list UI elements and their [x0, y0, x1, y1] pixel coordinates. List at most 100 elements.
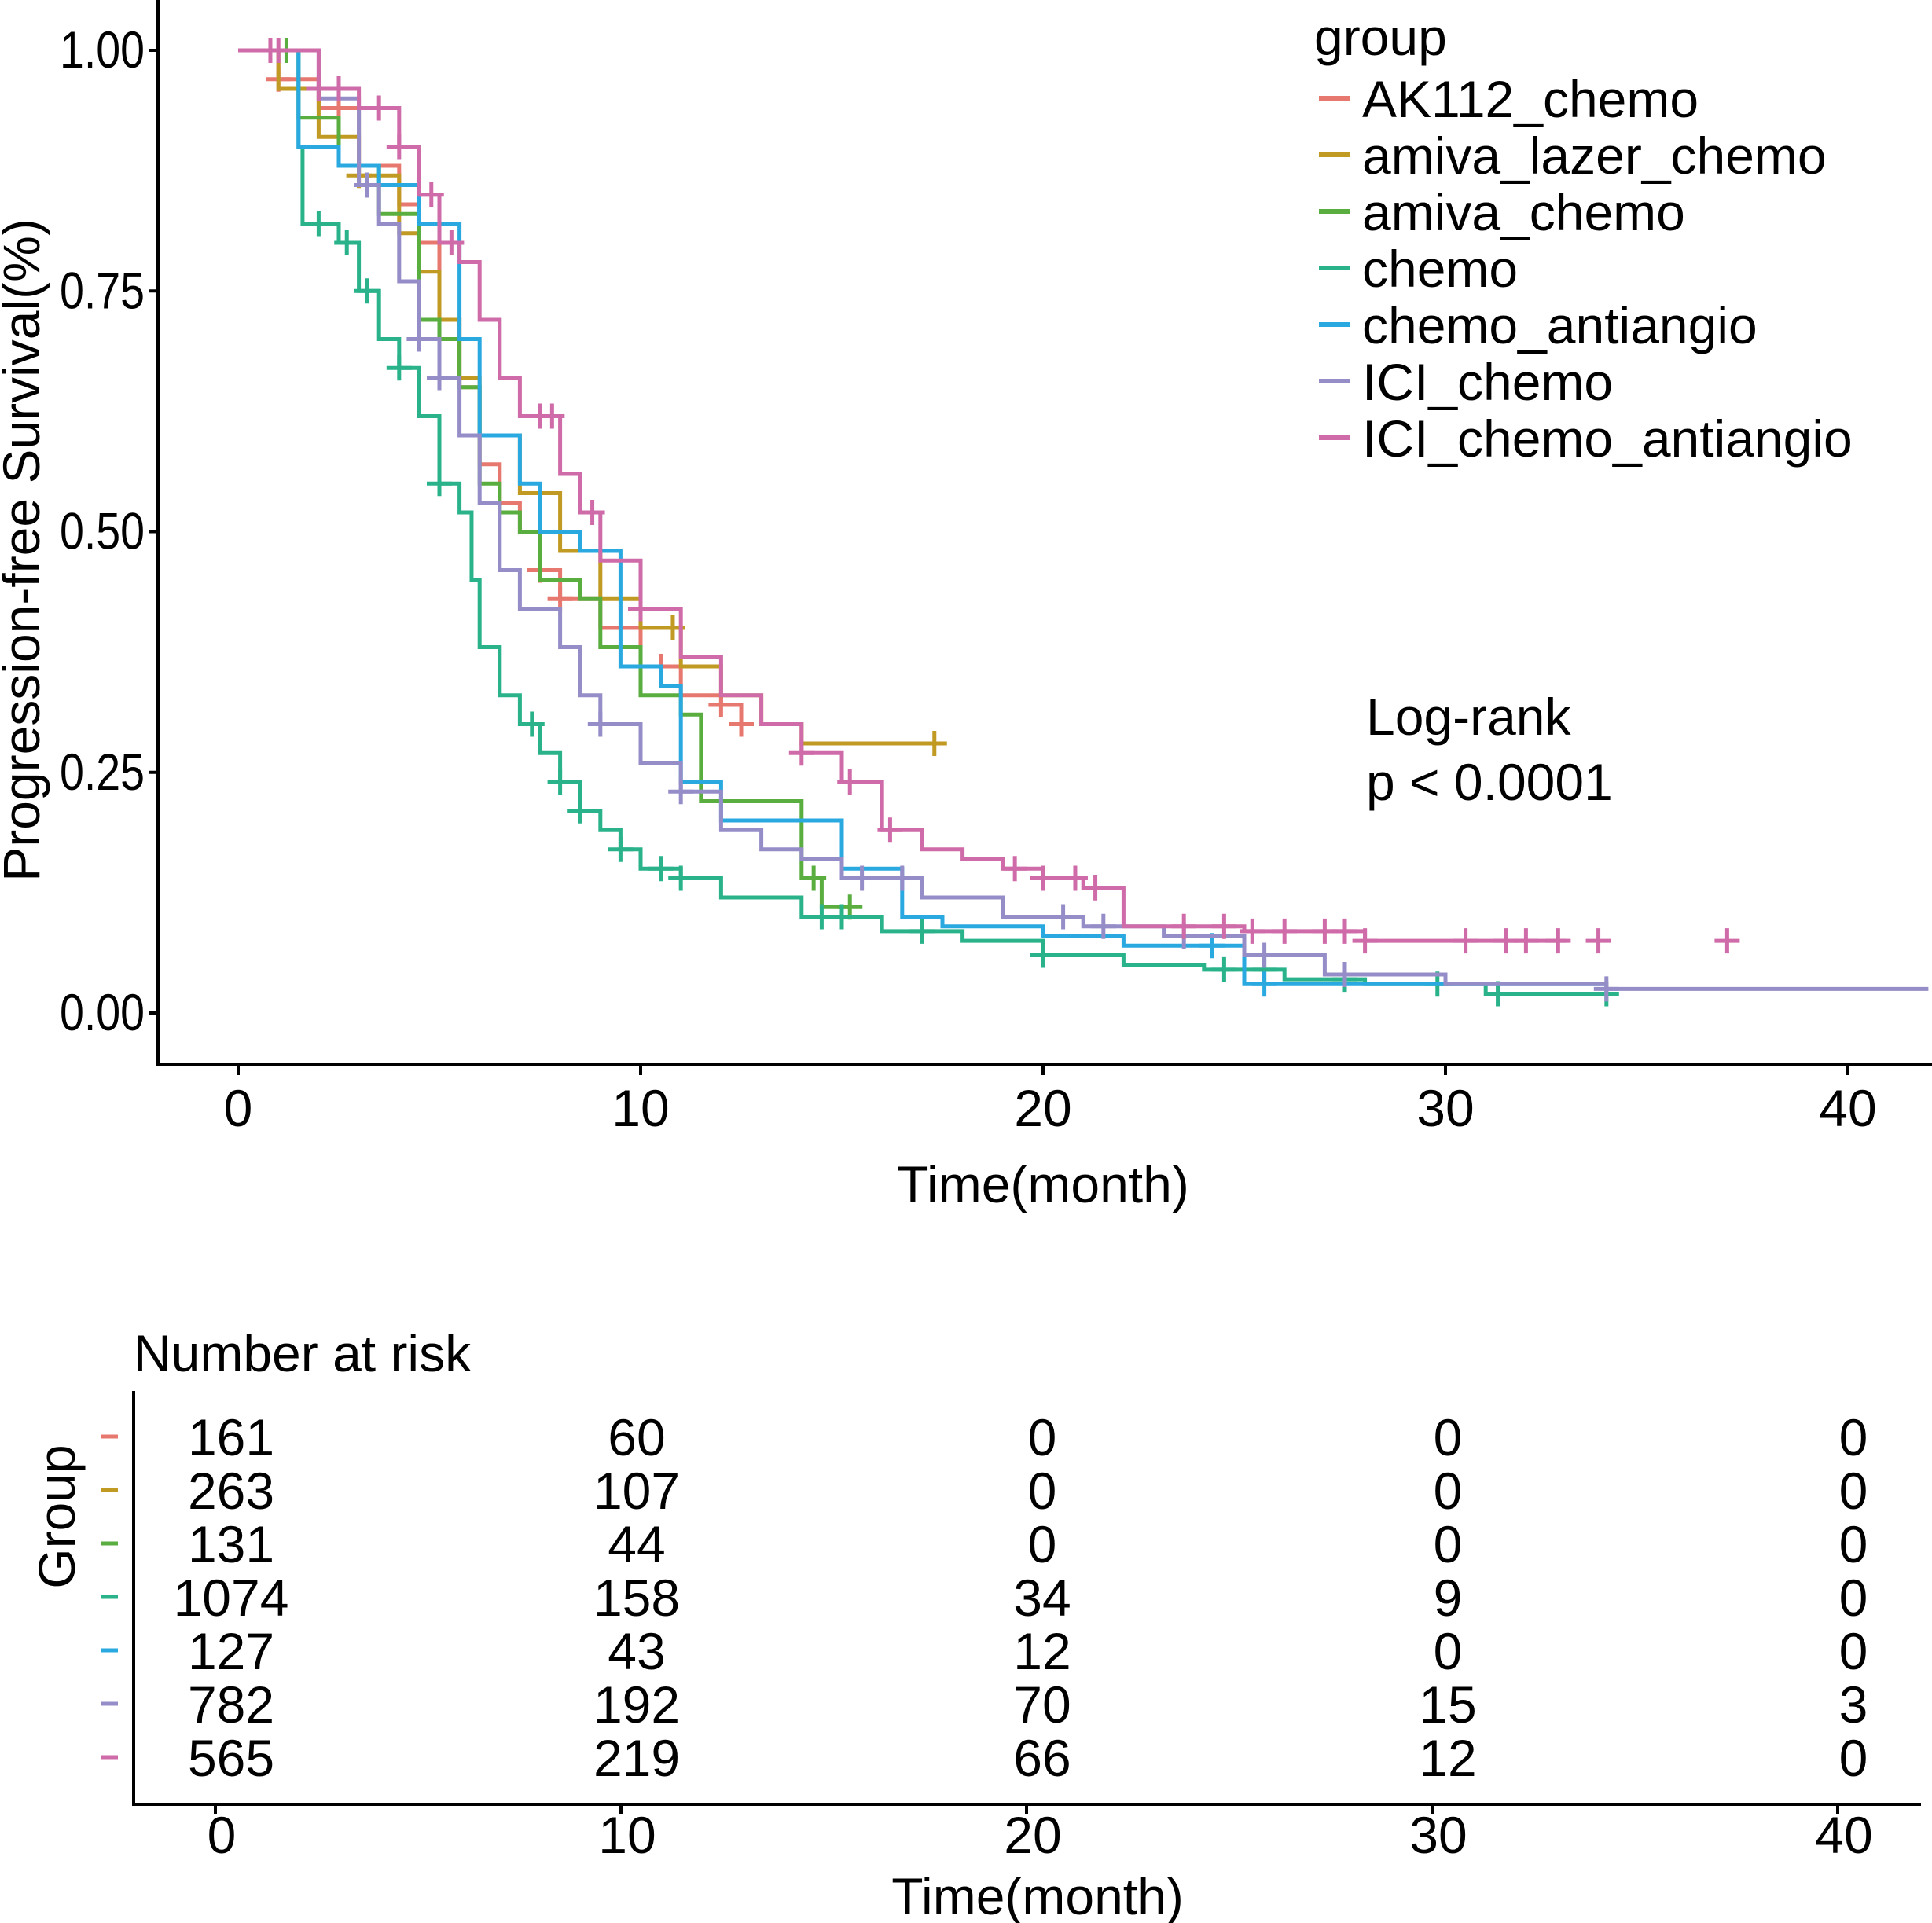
km-curve-chemo_antiangio: [238, 48, 1607, 986]
x-axis-title: Time(month): [897, 1155, 1189, 1213]
km-curve-amiva_lazer_chemo: [238, 48, 935, 746]
risk-x-axis-title: Time(month): [891, 1867, 1184, 1923]
legend-label: chemo_antiangio: [1362, 296, 1758, 354]
y-tick-label: 0.50: [60, 502, 145, 560]
censor-mark: [1240, 918, 1265, 944]
censor-mark: [1082, 875, 1108, 901]
y-tick-label: 0.00: [60, 983, 145, 1041]
curves: [238, 38, 1929, 1007]
legend-label: amiva_lazer_chemo: [1362, 127, 1827, 185]
censor-mark: [439, 230, 465, 255]
censor-mark: [1062, 865, 1088, 891]
censor-mark: [729, 711, 754, 737]
x-tick-label: 10: [612, 1079, 669, 1137]
p-value: p < 0.0001: [1366, 753, 1613, 811]
censor-mark: [1030, 942, 1056, 968]
risk-count: 158: [593, 1569, 680, 1627]
censor-mark: [418, 182, 444, 207]
censor-mark: [849, 865, 875, 891]
risk-count: 0: [1028, 1515, 1057, 1573]
censor-mark: [648, 856, 674, 882]
legend: AK112_chemoamiva_lazer_chemoamiva_chemoc…: [1319, 70, 1853, 468]
risk-count: 0: [1839, 1569, 1868, 1627]
risk-count: 12: [1419, 1729, 1476, 1787]
censor-mark: [366, 95, 392, 121]
risk-count: 263: [188, 1462, 274, 1520]
censor-mark: [788, 740, 814, 766]
censor-mark: [1513, 928, 1539, 954]
km-curve-AK112_chemo: [238, 48, 744, 725]
risk-count: 0: [1434, 1515, 1463, 1573]
censor-mark: [628, 596, 653, 622]
censor-mark: [801, 865, 827, 891]
risk-count: 34: [1013, 1569, 1071, 1627]
x-tick-label: 30: [1416, 1079, 1474, 1137]
censor-mark: [306, 211, 332, 237]
risk-count: 12: [1013, 1622, 1071, 1680]
risk-count: 219: [593, 1729, 680, 1787]
censor-mark: [1090, 913, 1116, 939]
censor-mark: [1585, 928, 1611, 954]
censor-mark: [1050, 904, 1076, 930]
risk-count: 0: [1839, 1729, 1868, 1787]
censor-mark: [1211, 913, 1237, 939]
censor-mark: [1714, 928, 1740, 954]
censor-mark: [539, 403, 565, 429]
legend-label: AK112_chemo: [1362, 70, 1699, 128]
risk-count: 107: [593, 1462, 680, 1520]
censor-mark: [1002, 856, 1028, 882]
censor-mark: [567, 798, 593, 824]
censor-mark: [909, 918, 935, 944]
censor-mark: [1272, 918, 1298, 944]
risk-count: 43: [608, 1622, 665, 1680]
censor-mark: [877, 817, 903, 843]
legend-label: chemo: [1362, 240, 1518, 298]
x-tick-label: 20: [1014, 1079, 1071, 1137]
censor-mark: [427, 365, 452, 391]
censor-mark: [1332, 918, 1357, 944]
risk-count: 0: [1434, 1622, 1463, 1680]
legend-label: ICI_chemo: [1362, 353, 1613, 411]
y-tick-label: 0.75: [60, 261, 145, 319]
km-curve-amiva_chemo: [238, 48, 850, 909]
risk-x-tick-label: 40: [1815, 1806, 1872, 1864]
risk-count: 565: [188, 1729, 274, 1787]
censor-mark: [829, 904, 854, 930]
x-tick-label: 0: [224, 1079, 253, 1137]
censor-mark: [1453, 928, 1478, 954]
risk-count: 0: [1839, 1408, 1868, 1466]
risk-x-tick-label: 10: [598, 1806, 656, 1864]
censor-mark: [334, 230, 360, 255]
risk-count: 161: [188, 1408, 274, 1466]
censor-mark: [266, 38, 292, 63]
censor-mark: [587, 711, 613, 737]
risk-x-tick-label: 20: [1004, 1806, 1061, 1864]
risk-count: 0: [1839, 1622, 1868, 1680]
risk-count: 66: [1013, 1729, 1071, 1787]
censor-mark: [1171, 913, 1197, 939]
censor-mark: [837, 769, 863, 795]
censor-mark: [547, 769, 573, 795]
risk-count: 70: [1013, 1675, 1071, 1734]
censor-mark: [1251, 942, 1277, 968]
risk-count: 9: [1434, 1569, 1463, 1627]
censor-mark: [386, 134, 412, 160]
risk-count: 131: [188, 1515, 274, 1573]
risk-count: 0: [1028, 1462, 1057, 1520]
km-curve-ICI_chemo: [238, 48, 1929, 991]
censor-mark: [386, 355, 412, 381]
risk-count: 15: [1419, 1675, 1476, 1734]
y-tick-label: 1.00: [60, 20, 145, 79]
y-tick-label: 0.25: [60, 743, 145, 801]
censor-mark: [354, 278, 380, 304]
risk-x-tick-label: 0: [208, 1806, 237, 1864]
censor-mark: [326, 76, 351, 101]
risk-table-ylabel: Group: [28, 1444, 86, 1588]
censor-mark: [1211, 956, 1237, 982]
legend-title: group: [1314, 8, 1447, 66]
censor-mark: [921, 731, 947, 756]
censor-mark: [1332, 962, 1357, 987]
censor-mark: [406, 326, 432, 352]
x-tick-label: 40: [1819, 1079, 1876, 1137]
censor-mark: [889, 865, 915, 891]
